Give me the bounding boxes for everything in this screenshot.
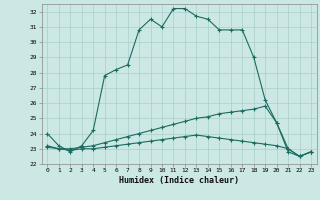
X-axis label: Humidex (Indice chaleur): Humidex (Indice chaleur)	[119, 176, 239, 185]
